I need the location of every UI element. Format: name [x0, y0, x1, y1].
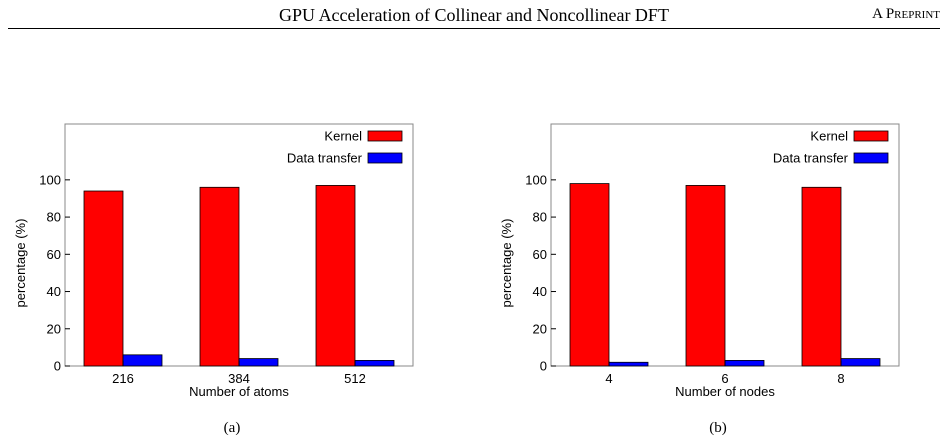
running-header: GPU Acceleration of Collinear and Noncol… [0, 0, 948, 29]
bar-kernel [199, 186, 240, 367]
bar-kernel [685, 185, 726, 367]
bar-kernel [83, 190, 124, 367]
header-preprint-label: A Preprint [872, 6, 940, 22]
y-tick-label: 0 [540, 359, 547, 374]
bar-data-transfer [354, 360, 395, 367]
legend-swatch-kernel [367, 130, 403, 142]
y-tick-label: 20 [47, 321, 61, 336]
legend-swatch-data-transfer [367, 152, 403, 164]
legend-label-data-transfer: Data transfer [773, 151, 849, 166]
x-tick-label: 8 [837, 371, 844, 386]
x-tick-label: 384 [228, 371, 250, 386]
bar-data-transfer [608, 361, 649, 367]
y-tick-label: 80 [47, 210, 61, 225]
subfigure-caption: (a) [224, 420, 241, 436]
legend-swatch-data-transfer [853, 152, 889, 164]
legend-label-kernel: Kernel [324, 129, 362, 144]
y-tick-label: 0 [54, 359, 61, 374]
bar-data-transfer [840, 358, 881, 367]
x-tick-label: 6 [721, 371, 728, 386]
y-tick-label: 100 [39, 172, 61, 187]
y-tick-label: 40 [533, 284, 547, 299]
y-tick-label: 80 [533, 210, 547, 225]
header-rule [8, 28, 940, 29]
bar-kernel [801, 186, 842, 367]
legend-swatch-kernel [853, 130, 889, 142]
y-axis-label: percentage (%) [499, 219, 514, 308]
y-axis-label: percentage (%) [13, 219, 28, 308]
legend-label-data-transfer: Data transfer [287, 151, 363, 166]
y-tick-label: 60 [533, 247, 547, 262]
y-tick-label: 40 [47, 284, 61, 299]
x-axis-label: Number of nodes [675, 384, 775, 399]
legend-label-kernel: Kernel [810, 129, 848, 144]
y-tick-label: 60 [47, 247, 61, 262]
chart-panel-a: 0 20 40 60 80 100 216 384 512 Number of atoms perc… [13, 123, 414, 436]
subfigure-caption: (b) [709, 420, 727, 436]
bar-data-transfer [724, 360, 765, 367]
bar-data-transfer [238, 358, 279, 367]
y-tick-label: 100 [525, 172, 547, 187]
x-tick-label: 216 [112, 371, 134, 386]
chart-panel-b: 0 20 40 60 80 100 4 6 8 Number of nodes percentage… [499, 123, 900, 436]
y-tick-label: 20 [533, 321, 547, 336]
x-tick-label: 4 [605, 371, 612, 386]
x-axis-label: Number of atoms [189, 384, 289, 399]
header-title: GPU Acceleration of Collinear and Noncol… [279, 5, 669, 25]
bar-kernel [569, 183, 610, 367]
x-tick-label: 512 [344, 371, 366, 386]
bar-data-transfer [122, 354, 163, 367]
bar-kernel [315, 185, 356, 367]
